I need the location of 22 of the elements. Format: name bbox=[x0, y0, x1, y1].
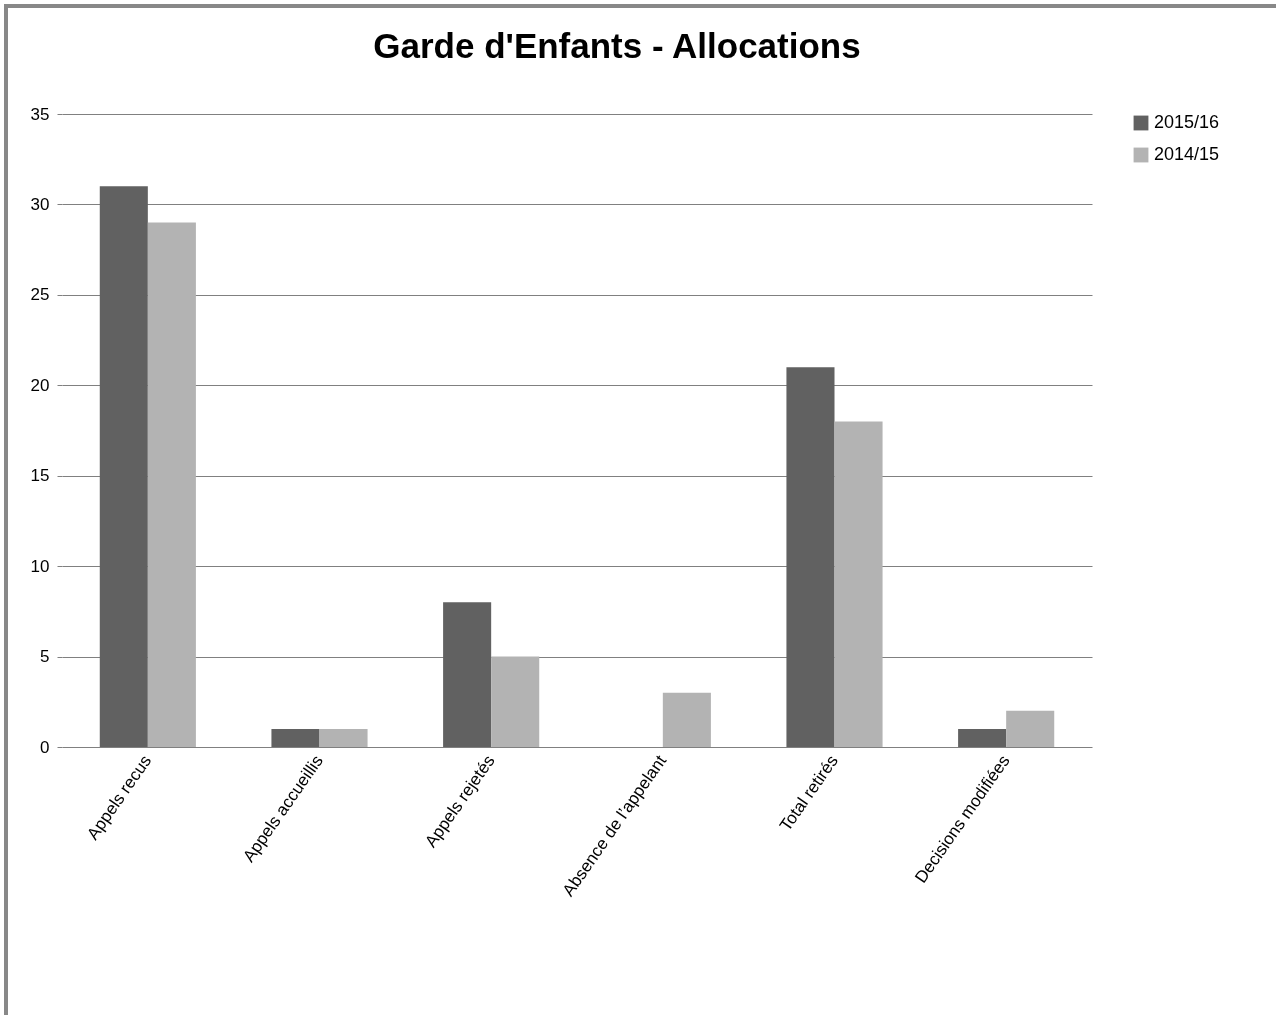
bar bbox=[99, 186, 148, 747]
bar bbox=[491, 656, 540, 747]
y-tick-label: 0 bbox=[40, 737, 50, 757]
y-tick-label: 25 bbox=[30, 285, 50, 305]
chart-title: Garde d'Enfants - Allocations bbox=[373, 26, 861, 65]
bar bbox=[147, 222, 196, 747]
bar bbox=[834, 421, 883, 747]
y-tick-label: 20 bbox=[30, 375, 50, 395]
bar bbox=[786, 367, 835, 747]
y-tick-label: 35 bbox=[30, 104, 50, 124]
legend-label: 2015/16 bbox=[1154, 112, 1220, 132]
bar bbox=[319, 728, 368, 747]
y-tick-label: 5 bbox=[40, 647, 50, 667]
bar bbox=[662, 692, 711, 747]
bar bbox=[271, 728, 320, 747]
bar bbox=[958, 728, 1007, 747]
bar bbox=[443, 602, 492, 747]
y-tick-label: 15 bbox=[30, 466, 50, 486]
y-tick-label: 30 bbox=[30, 194, 50, 214]
y-tick-label: 10 bbox=[30, 556, 50, 576]
legend-label: 2014/15 bbox=[1154, 144, 1220, 164]
bar bbox=[1006, 710, 1055, 747]
